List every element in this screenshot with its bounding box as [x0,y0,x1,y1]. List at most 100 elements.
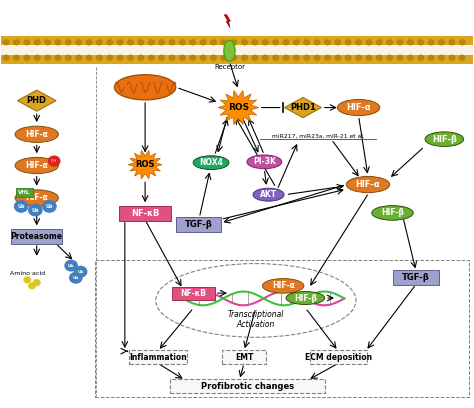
Text: NOX4: NOX4 [199,158,223,167]
Circle shape [200,55,206,60]
Circle shape [263,40,268,45]
Circle shape [24,40,30,45]
Text: HIF-α: HIF-α [346,103,371,112]
Polygon shape [18,90,56,111]
Circle shape [366,55,372,60]
FancyBboxPatch shape [11,229,63,244]
Circle shape [335,55,341,60]
Circle shape [76,40,82,45]
Circle shape [74,266,87,277]
FancyBboxPatch shape [175,217,221,232]
Circle shape [55,40,61,45]
FancyBboxPatch shape [16,188,34,197]
Circle shape [138,55,144,60]
Circle shape [449,40,455,45]
Ellipse shape [337,100,380,115]
Circle shape [283,40,289,45]
Text: TGF-β: TGF-β [402,273,430,282]
Text: NF-κB: NF-κB [181,288,207,298]
FancyBboxPatch shape [310,350,367,364]
Text: NF-κB: NF-κB [131,209,159,218]
Polygon shape [218,91,259,124]
Circle shape [387,40,392,45]
Circle shape [273,40,278,45]
Text: Transcriptional
Activation: Transcriptional Activation [228,310,284,329]
FancyBboxPatch shape [222,350,266,364]
Circle shape [117,40,123,45]
Circle shape [283,55,289,60]
Circle shape [449,55,455,60]
FancyBboxPatch shape [119,206,171,221]
Circle shape [221,40,227,45]
Circle shape [356,40,361,45]
FancyBboxPatch shape [1,45,473,55]
Circle shape [43,201,56,212]
Text: HIF-α: HIF-α [356,180,380,189]
Circle shape [242,40,247,45]
Text: Ub: Ub [77,270,84,274]
Circle shape [128,55,133,60]
Circle shape [48,156,60,166]
Polygon shape [224,15,230,28]
Circle shape [97,55,102,60]
Circle shape [29,283,36,289]
Circle shape [169,55,175,60]
Circle shape [97,40,102,45]
Circle shape [180,55,185,60]
Circle shape [117,55,123,60]
Circle shape [34,280,40,286]
Text: PHD1: PHD1 [290,103,316,112]
Text: HIF-α: HIF-α [272,282,294,290]
Circle shape [14,40,19,45]
Text: Ub: Ub [73,276,79,280]
Circle shape [263,55,268,60]
FancyBboxPatch shape [172,287,215,299]
Polygon shape [128,151,162,179]
Circle shape [418,55,424,60]
Circle shape [438,55,444,60]
Text: Receptor: Receptor [214,64,245,70]
Circle shape [86,40,92,45]
Text: ECM deposition: ECM deposition [305,353,372,361]
Text: TGF-β: TGF-β [184,220,212,229]
Circle shape [65,55,71,60]
Ellipse shape [247,155,282,169]
Circle shape [55,55,61,60]
Circle shape [459,40,465,45]
Polygon shape [284,98,321,118]
Circle shape [356,55,361,60]
Text: HIF-α: HIF-α [25,130,48,139]
Circle shape [346,55,351,60]
Text: Ub: Ub [18,204,25,209]
Circle shape [210,55,216,60]
Circle shape [314,55,320,60]
Circle shape [14,55,19,60]
Text: miR217, miR23a, miR-21 et al.: miR217, miR23a, miR-21 et al. [272,133,365,138]
Circle shape [24,277,31,283]
Text: Ub: Ub [46,204,53,209]
Text: Proteasome: Proteasome [11,232,63,241]
Circle shape [65,260,77,271]
Text: PHD: PHD [27,96,47,105]
Circle shape [387,55,392,60]
Text: AKT: AKT [260,190,277,199]
Circle shape [76,55,82,60]
Circle shape [325,40,330,45]
Circle shape [314,40,320,45]
Text: Amino acid: Amino acid [10,271,45,276]
Text: Profibrotic changes: Profibrotic changes [201,382,294,391]
FancyBboxPatch shape [170,379,325,393]
Circle shape [3,55,9,60]
Circle shape [428,55,434,60]
Circle shape [325,55,330,60]
Ellipse shape [193,156,229,170]
Circle shape [159,40,164,45]
Circle shape [408,40,413,45]
Text: Ub: Ub [68,264,74,268]
Circle shape [190,55,196,60]
FancyBboxPatch shape [129,350,187,364]
Circle shape [304,55,310,60]
Circle shape [293,55,299,60]
Circle shape [346,40,351,45]
Circle shape [221,55,227,60]
